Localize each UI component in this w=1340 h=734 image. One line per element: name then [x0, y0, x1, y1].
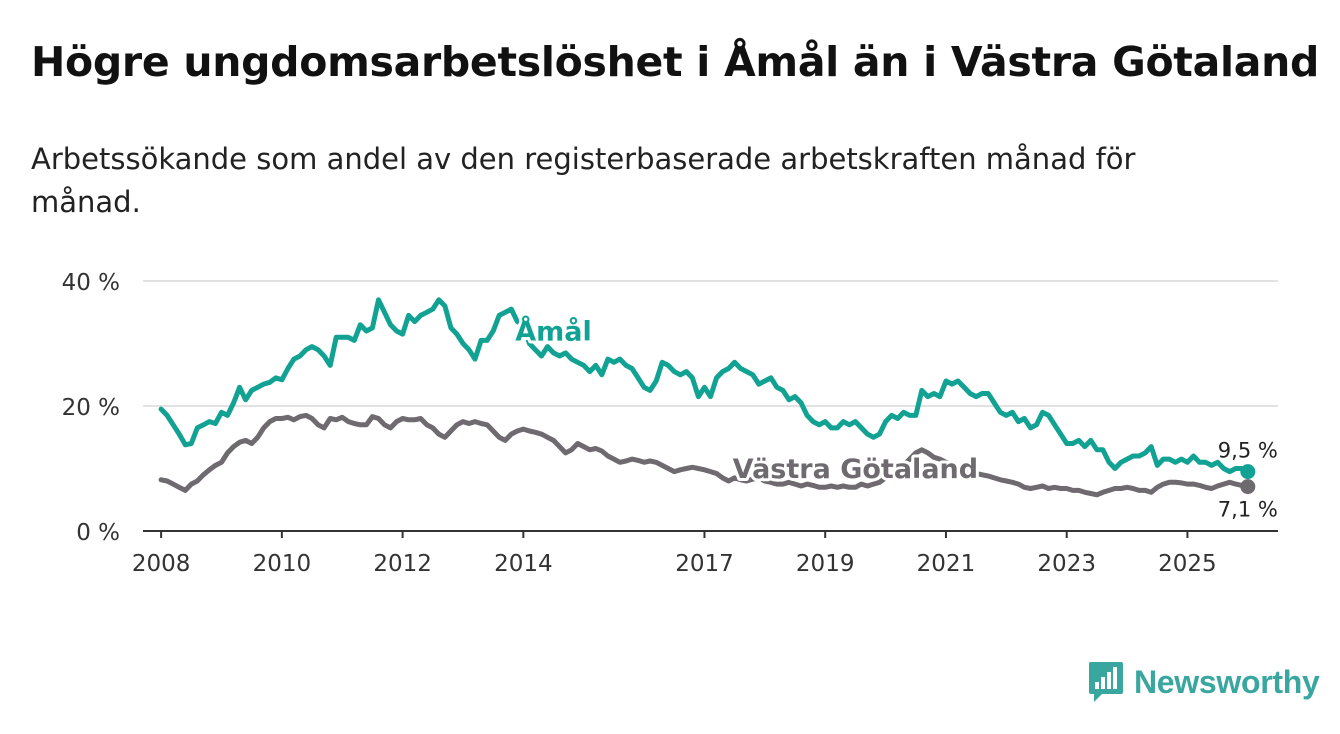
gridlines	[143, 280, 1278, 407]
chart-title: Högre ungdomsarbetslöshet i Åmål än i Vä…	[31, 38, 1320, 86]
y-tick-label: 40 %	[62, 270, 120, 296]
series-name-label: Västra Götaland	[733, 454, 978, 485]
x-tick-label: 2019	[796, 551, 855, 577]
x-tick-label: 2010	[253, 551, 312, 577]
series-end-value-label: 9,5 %	[1218, 439, 1278, 463]
x-tick-label: 2025	[1158, 551, 1217, 577]
x-tick-label: 2021	[917, 551, 976, 577]
chart-subtitle: Arbetssökande som andel av den registerb…	[31, 142, 1136, 219]
series-end-dot	[1240, 464, 1256, 480]
x-tick-label: 2017	[675, 551, 734, 577]
x-tick-label: 2008	[132, 551, 191, 577]
x-tick-label: 2014	[494, 551, 553, 577]
series-line-åmål	[158, 297, 1251, 475]
series-name-label: Åmål	[515, 315, 592, 347]
bar-chart-icon	[1089, 662, 1123, 702]
x-tick-label: 2012	[373, 551, 432, 577]
y-tick-label: 20 %	[62, 395, 120, 421]
x-tick-label: 2023	[1037, 551, 1096, 577]
newsworthy-logo: Newsworthy	[1088, 660, 1320, 704]
brand-name: Newsworthy	[1134, 663, 1320, 700]
series-line-västra-götaland	[158, 412, 1251, 498]
y-tick-label: 0 %	[76, 520, 120, 546]
axes: 0 % 20 % 40 % 2008 2010 2012 2014 2017 2019 2021 2…	[62, 270, 1278, 577]
series-labels: 9,5 % 7,1 % Åmål Västra Götaland	[512, 312, 1278, 522]
series-lines	[158, 297, 1251, 498]
series-end-dot	[1240, 479, 1256, 495]
series-end-value-label: 7,1 %	[1218, 498, 1278, 522]
